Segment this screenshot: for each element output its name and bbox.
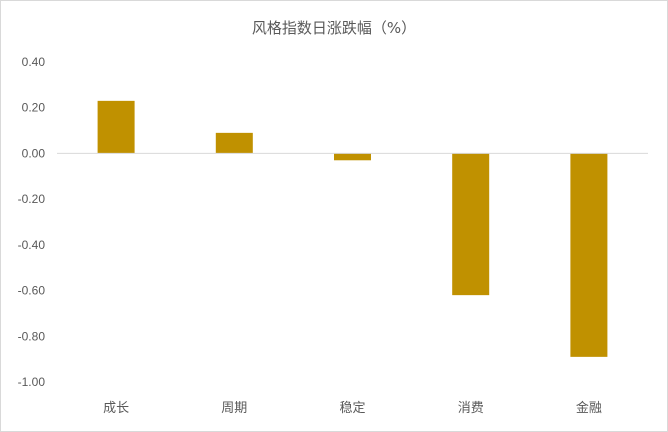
bars	[97, 100, 608, 357]
y-tick-label: -0.80	[18, 329, 46, 343]
x-axis-categories: 成长 周期 稳定 消费 金融	[103, 400, 602, 416]
x-category-label: 消费	[458, 401, 484, 416]
y-tick-label: -0.60	[18, 284, 46, 298]
y-tick-label: -0.40	[18, 238, 46, 252]
y-tick-label: -0.20	[18, 192, 46, 206]
y-tick-label: 0.20	[22, 101, 46, 115]
chart-title: 风格指数日涨跌幅（%）	[251, 19, 417, 37]
y-tick-label: -1.00	[18, 375, 46, 389]
y-tick-label: 0.00	[22, 146, 46, 160]
bar-1	[97, 100, 135, 154]
bar-3	[334, 153, 371, 161]
x-category-label: 稳定	[339, 400, 365, 416]
bar-5	[570, 153, 608, 357]
y-axis-ticks: 0.40 0.20 0.00 -0.20 -0.40 -0.60 -0.80 -1.00	[18, 55, 46, 389]
x-category-label: 周期	[221, 401, 247, 416]
x-category-label: 金融	[576, 400, 602, 416]
x-category-label: 成长	[103, 401, 129, 416]
bar-2	[215, 132, 253, 154]
bar-4	[452, 153, 490, 296]
y-tick-label: 0.40	[22, 55, 46, 69]
